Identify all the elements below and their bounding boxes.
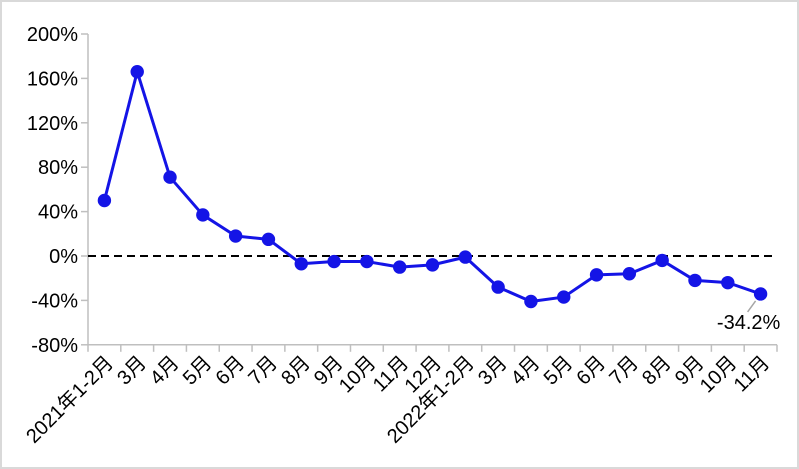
y-axis-label: 0% <box>49 246 78 268</box>
data-point-marker <box>294 257 308 271</box>
data-point-marker <box>327 254 341 269</box>
x-axis-label: 6月 <box>573 352 611 390</box>
annotation-label: -34.2% <box>716 311 781 334</box>
y-axis-label: 80% <box>38 157 78 179</box>
y-axis-label: 200% <box>27 24 78 46</box>
x-axis-label: 6月 <box>212 352 250 390</box>
x-axis-label: 5月 <box>179 352 217 390</box>
x-axis-label: 7月 <box>244 352 282 390</box>
x-axis-label: 11月 <box>369 352 413 396</box>
data-point-marker <box>524 294 538 309</box>
data-point-marker <box>261 232 276 247</box>
data-point-marker <box>688 273 702 288</box>
data-point-marker <box>130 65 144 79</box>
data-point-marker <box>360 254 374 269</box>
annotation-leader-line <box>746 300 757 313</box>
data-point-marker <box>622 267 637 281</box>
x-axis-label: 8月 <box>277 352 315 390</box>
y-axis-label: -80% <box>31 335 78 357</box>
x-axis-label: 4月 <box>146 352 184 390</box>
x-axis-label: 8月 <box>638 352 676 390</box>
x-axis-label: 3月 <box>113 352 151 390</box>
data-point-marker <box>557 290 571 304</box>
y-axis-label: 160% <box>27 68 78 90</box>
data-point-marker <box>655 253 669 268</box>
data-point-marker <box>392 260 407 274</box>
x-axis-label: 7月 <box>605 352 643 390</box>
data-point-marker <box>425 258 440 272</box>
x-axis-label: 3月 <box>474 352 512 390</box>
x-axis-label: 2021年1-2月 <box>21 351 117 447</box>
x-axis-label: 4月 <box>507 352 545 390</box>
data-point-marker <box>753 287 768 301</box>
data-point-marker <box>196 208 210 222</box>
data-point-marker <box>721 275 735 290</box>
x-axis-label: 5月 <box>540 352 578 390</box>
data-point-marker <box>589 268 604 282</box>
y-axis-label: 120% <box>27 113 78 135</box>
data-point-marker <box>97 193 112 208</box>
y-axis-label: -40% <box>31 290 78 312</box>
data-point-marker <box>163 170 177 184</box>
y-axis-label: 40% <box>38 202 78 224</box>
data-point-marker <box>228 229 243 243</box>
x-axis-label: 11月 <box>730 352 774 396</box>
data-point-marker <box>458 250 473 264</box>
data-point-marker <box>491 280 505 294</box>
